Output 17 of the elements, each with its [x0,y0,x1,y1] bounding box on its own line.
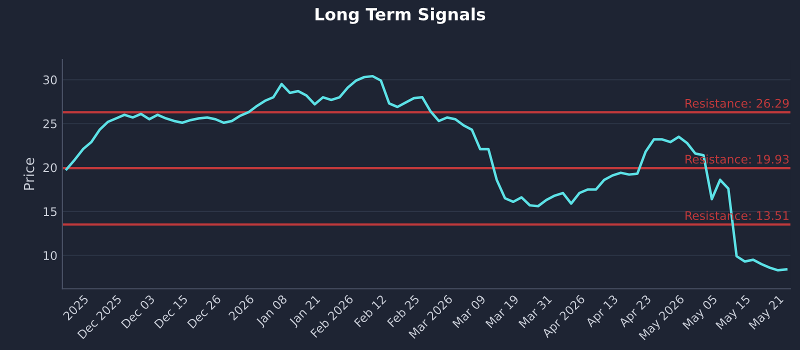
x-tick-label: Jan 08 [255,294,290,328]
y-tick-label: 25 [43,119,57,128]
x-tick-label: Dec 03 [120,294,156,329]
x-tick-label: Dec 26 [186,294,222,329]
x-tick-label: Dec 15 [154,294,188,329]
y-tick-label: 10 [44,251,57,260]
y-tick-label: 20 [43,163,57,172]
y-tick-label: 30 [43,75,57,84]
x-tick-label: Mar 09 [452,294,486,328]
x-tick-label: Apr 13 [585,294,620,330]
x-tick-label: Mar 19 [485,294,520,328]
chart-title: Long Term Signals [316,8,486,24]
y-tick-label: 15 [44,207,57,216]
y-axis-title: Price [24,158,34,190]
ref-line-label: Resistance: 26.29 [686,98,789,108]
x-tick-label: Feb 12 [354,294,387,328]
line-series [65,74,788,272]
